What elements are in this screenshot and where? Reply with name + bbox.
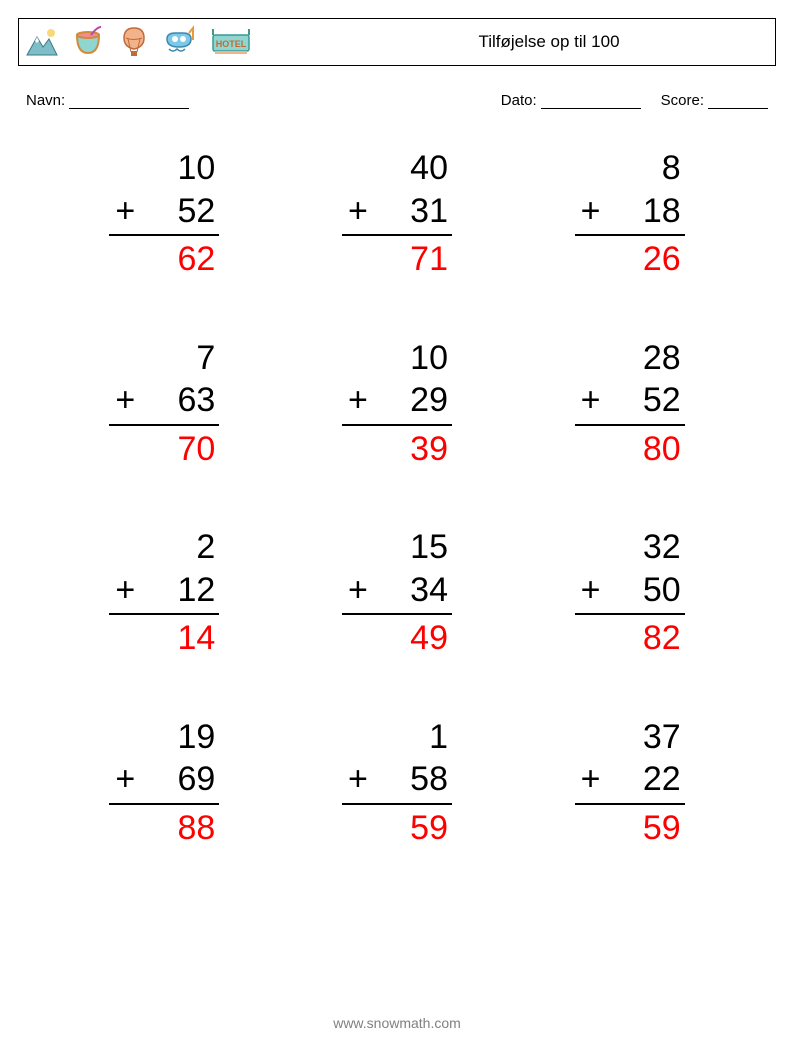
answer: 88	[109, 805, 219, 850]
operand-top: 28	[575, 337, 685, 380]
operand-top: 32	[575, 526, 685, 569]
score-blank	[708, 94, 768, 109]
operand-top: 1	[342, 716, 452, 759]
operand-top: 7	[109, 337, 219, 380]
plus-sign: +	[115, 758, 135, 801]
drink-icon	[71, 25, 105, 59]
operand-bottom: +18	[575, 190, 685, 237]
operand-bottom: +52	[575, 379, 685, 426]
operand-bottom: +50	[575, 569, 685, 616]
addition-problem: 1+5859	[342, 716, 452, 850]
mountain-icon	[25, 25, 59, 59]
plus-sign: +	[115, 190, 135, 233]
addition-problem: 10+2939	[342, 337, 452, 471]
addition-problem: 28+5280	[575, 337, 685, 471]
hotel-icon: HOTEL	[209, 25, 253, 59]
header-icons: HOTEL	[25, 25, 253, 59]
plus-sign: +	[581, 569, 601, 612]
answer: 49	[342, 615, 452, 660]
header-box: HOTEL Tilføjelse op til 100	[18, 18, 776, 66]
answer: 62	[109, 236, 219, 281]
operand-bottom: +12	[109, 569, 219, 616]
operand-top: 37	[575, 716, 685, 759]
operand-bottom: +58	[342, 758, 452, 805]
operand-bottom: +22	[575, 758, 685, 805]
plus-sign: +	[348, 569, 368, 612]
addition-problem: 2+1214	[109, 526, 219, 660]
answer: 59	[575, 805, 685, 850]
answer: 39	[342, 426, 452, 471]
answer: 14	[109, 615, 219, 660]
worksheet-title: Tilføjelse op til 100	[253, 32, 765, 52]
footer-url: www.snowmath.com	[0, 1015, 794, 1031]
date-label: Dato:	[501, 92, 537, 109]
score-label: Score:	[661, 92, 704, 109]
addition-problem: 8+1826	[575, 147, 685, 281]
balloon-icon	[117, 25, 151, 59]
addition-problem: 40+3171	[342, 147, 452, 281]
operand-top: 8	[575, 147, 685, 190]
operand-bottom: +29	[342, 379, 452, 426]
svg-text:HOTEL: HOTEL	[216, 39, 247, 49]
answer: 59	[342, 805, 452, 850]
operand-bottom: +69	[109, 758, 219, 805]
operand-bottom: +31	[342, 190, 452, 237]
addition-problem: 19+6988	[109, 716, 219, 850]
addition-problem: 10+5262	[109, 147, 219, 281]
addition-problem: 15+3449	[342, 526, 452, 660]
plus-sign: +	[348, 379, 368, 422]
name-blank	[69, 94, 189, 109]
plus-sign: +	[581, 379, 601, 422]
operand-top: 40	[342, 147, 452, 190]
addition-problem: 7+6370	[109, 337, 219, 471]
addition-problem: 37+2259	[575, 716, 685, 850]
plus-sign: +	[115, 379, 135, 422]
operand-top: 19	[109, 716, 219, 759]
date-blank	[541, 94, 641, 109]
plus-sign: +	[348, 190, 368, 233]
plus-sign: +	[581, 190, 601, 233]
operand-top: 2	[109, 526, 219, 569]
operand-bottom: +34	[342, 569, 452, 616]
problems-grid: 10+526240+31718+18267+637010+293928+5280…	[18, 147, 776, 849]
answer: 71	[342, 236, 452, 281]
addition-problem: 32+5082	[575, 526, 685, 660]
operand-top: 10	[109, 147, 219, 190]
plus-sign: +	[581, 758, 601, 801]
answer: 80	[575, 426, 685, 471]
operand-top: 15	[342, 526, 452, 569]
meta-row: Navn: Dato: Score:	[18, 92, 776, 109]
answer: 26	[575, 236, 685, 281]
operand-top: 10	[342, 337, 452, 380]
plus-sign: +	[348, 758, 368, 801]
operand-bottom: +63	[109, 379, 219, 426]
snorkel-icon	[163, 25, 197, 59]
name-label: Navn:	[26, 92, 65, 109]
answer: 70	[109, 426, 219, 471]
operand-bottom: +52	[109, 190, 219, 237]
plus-sign: +	[115, 569, 135, 612]
answer: 82	[575, 615, 685, 660]
